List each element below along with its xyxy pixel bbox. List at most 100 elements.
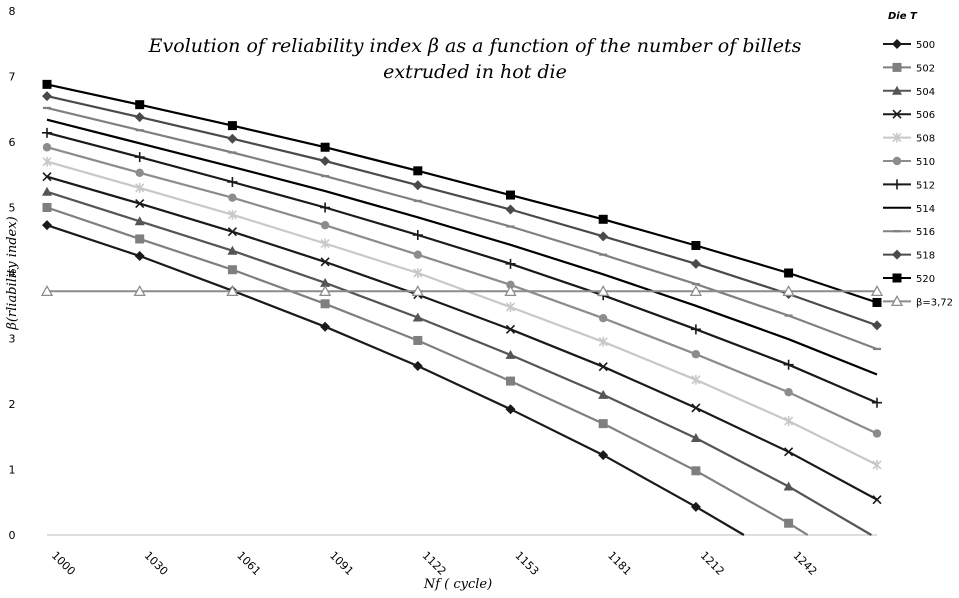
series-line bbox=[46, 118, 878, 376]
legend-label: β=3,72 bbox=[916, 297, 953, 308]
data-point bbox=[597, 285, 610, 296]
x-tick-label: 1242 bbox=[790, 549, 819, 578]
data-point bbox=[506, 190, 515, 200]
data-point bbox=[135, 199, 145, 209]
legend-label: 512 bbox=[916, 180, 935, 191]
data-point bbox=[42, 91, 52, 102]
data-point bbox=[227, 176, 238, 187]
legend-item: 502 bbox=[883, 62, 935, 74]
y-tick-label: 4 bbox=[9, 267, 16, 280]
legend-item: 504 bbox=[883, 85, 935, 98]
data-point bbox=[784, 416, 794, 427]
data-point bbox=[691, 350, 701, 359]
data-point bbox=[504, 285, 517, 296]
series-520 bbox=[42, 79, 882, 307]
data-point bbox=[691, 240, 701, 250]
series-β=3,72 bbox=[40, 285, 884, 296]
chart-subtitle: extruded in hot die bbox=[383, 61, 567, 83]
data-point bbox=[135, 168, 144, 177]
series-line bbox=[46, 131, 878, 404]
series-line bbox=[46, 190, 872, 536]
data-point bbox=[42, 127, 52, 138]
data-point bbox=[890, 295, 904, 307]
data-point bbox=[892, 109, 902, 119]
data-point bbox=[227, 133, 238, 144]
data-point bbox=[691, 374, 701, 385]
data-point bbox=[320, 220, 330, 230]
data-point bbox=[506, 376, 515, 386]
data-point bbox=[227, 121, 237, 131]
data-point bbox=[320, 202, 331, 213]
plot-area bbox=[40, 79, 884, 536]
data-point bbox=[320, 142, 330, 152]
y-tick-label: 8 bbox=[9, 5, 16, 18]
chart-title: Evolution of reliability index β as a fu… bbox=[148, 35, 802, 57]
series-516 bbox=[43, 106, 881, 351]
data-point bbox=[228, 193, 237, 202]
y-axis-ticks: 0 1 2 3 4 5 6 7 8 bbox=[9, 5, 16, 542]
data-point bbox=[892, 273, 902, 283]
data-point bbox=[413, 335, 423, 345]
data-point bbox=[892, 156, 902, 166]
x-tick-label: 1061 bbox=[234, 549, 263, 578]
data-point bbox=[40, 285, 54, 296]
data-point bbox=[320, 321, 331, 332]
data-point bbox=[505, 204, 516, 215]
x-tick-label: 1030 bbox=[142, 549, 171, 578]
legend-item: 510 bbox=[883, 156, 935, 168]
data-point bbox=[505, 349, 516, 359]
data-point bbox=[783, 359, 794, 370]
x-tick-label: 1122 bbox=[420, 549, 449, 578]
data-point bbox=[227, 265, 237, 275]
data-point bbox=[42, 203, 52, 212]
data-point bbox=[872, 459, 882, 470]
legend-item: 520 bbox=[883, 273, 935, 285]
legend-label: 504 bbox=[916, 87, 935, 98]
x-axis-ticks: 1000 1030 1061 1091 1122 1153 1181 1212 1242 bbox=[49, 549, 820, 578]
data-point bbox=[598, 362, 608, 372]
data-point bbox=[872, 297, 882, 307]
data-point bbox=[892, 179, 902, 190]
data-point bbox=[42, 172, 52, 182]
series-line bbox=[46, 175, 878, 501]
data-point bbox=[227, 245, 238, 255]
data-point bbox=[413, 250, 422, 259]
x-tick-label: 1091 bbox=[327, 549, 356, 578]
data-point bbox=[872, 397, 882, 408]
legend-item: 508 bbox=[883, 132, 935, 145]
data-point bbox=[318, 285, 332, 296]
legend-item: 516 bbox=[883, 227, 935, 238]
legend-label: 520 bbox=[916, 274, 935, 285]
data-point bbox=[320, 155, 331, 166]
x-tick-label: 1181 bbox=[605, 549, 634, 578]
data-point bbox=[413, 166, 423, 176]
series-514 bbox=[46, 118, 878, 376]
data-point bbox=[42, 156, 52, 167]
legend: Die T 500 502 504 506 508 510 512 514 516 518 520 β… bbox=[883, 11, 953, 308]
legend-item: 514 bbox=[883, 204, 935, 215]
data-point bbox=[892, 132, 902, 143]
legend-item: 506 bbox=[883, 109, 935, 121]
series-512 bbox=[42, 127, 882, 408]
data-point bbox=[784, 388, 793, 397]
legend-label: 516 bbox=[916, 227, 935, 238]
legend-label: 508 bbox=[916, 134, 935, 145]
data-point bbox=[413, 268, 423, 278]
data-point bbox=[42, 79, 52, 89]
data-point bbox=[872, 429, 882, 438]
data-point bbox=[134, 112, 145, 123]
series-510 bbox=[42, 143, 882, 438]
data-point bbox=[872, 320, 882, 331]
data-point bbox=[505, 404, 516, 415]
data-point bbox=[135, 234, 145, 244]
data-point bbox=[42, 220, 52, 231]
data-point bbox=[598, 231, 609, 242]
data-point bbox=[320, 299, 330, 309]
legend-label: 510 bbox=[916, 157, 935, 168]
x-axis-label: Nf ( cycle) bbox=[423, 577, 492, 592]
series-line bbox=[46, 160, 878, 466]
data-point bbox=[134, 216, 145, 226]
data-point bbox=[42, 186, 52, 196]
data-point bbox=[411, 285, 424, 296]
